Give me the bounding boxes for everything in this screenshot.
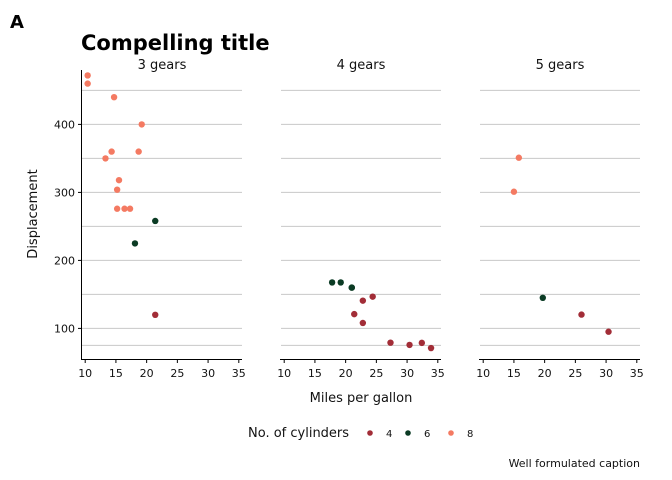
facet-panel: 5 gears 10 15 20 25 30 35 <box>476 58 644 380</box>
data-point-cyl-4 <box>406 341 413 349</box>
data-point-cyl-8 <box>110 94 118 101</box>
data-point-cyl-4 <box>578 311 585 318</box>
figure-tag: A <box>10 12 24 33</box>
x-tick-label: 35 <box>431 367 445 380</box>
x-tick-label: 35 <box>630 367 644 380</box>
data-point-cyl-8 <box>135 148 142 155</box>
data-point-cyl-4 <box>359 319 367 327</box>
data-point-cyl-6 <box>131 240 139 247</box>
facet-strip-label: 3 gears <box>138 58 187 73</box>
y-tick-label: 400 <box>54 118 75 131</box>
data-point-cyl-4 <box>359 297 367 304</box>
data-point-cyl-4 <box>369 293 376 300</box>
data-point-cyl-4 <box>427 344 435 352</box>
data-point-cyl-8 <box>84 80 91 87</box>
x-tick-label: 10 <box>277 367 291 380</box>
data-point-cyl-8 <box>108 148 115 155</box>
data-point-cyl-8 <box>113 186 121 193</box>
x-tick-label: 10 <box>476 367 490 380</box>
data-point-cyl-4 <box>351 310 358 318</box>
x-axis-title: Miles per gallon <box>310 391 413 406</box>
data-point-cyl-8 <box>84 72 91 79</box>
facet-strip-label: 5 gears <box>536 58 585 73</box>
legend-key-8 <box>448 430 454 436</box>
x-tick-label: 10 <box>78 367 92 380</box>
x-tick-label: 15 <box>109 367 123 380</box>
data-point-cyl-6 <box>328 279 336 286</box>
data-point-cyl-8 <box>102 155 109 162</box>
data-point-cyl-8 <box>113 205 121 212</box>
facet-strip-label: 4 gears <box>337 58 386 73</box>
facet-panel: 3 gears 10 15 20 25 30 35 100 200 300 400 <box>54 58 246 380</box>
y-tick-label: 300 <box>54 186 75 199</box>
y-tick-label: 200 <box>54 254 75 267</box>
facet-panels: 3 gears 10 15 20 25 30 35 100 200 300 400 4 gears 10… <box>54 58 644 380</box>
data-point-cyl-8 <box>126 205 134 212</box>
y-axis-title: Displacement <box>26 169 41 258</box>
data-point-cyl-4 <box>605 328 612 335</box>
data-point-cyl-4 <box>387 339 394 346</box>
legend-title: No. of cylinders <box>248 426 349 441</box>
legend-label: 8 <box>467 429 473 440</box>
data-point-cyl-8 <box>510 188 518 195</box>
legend-key-4 <box>367 430 373 436</box>
x-tick-label: 15 <box>308 367 322 380</box>
chart-title: Compelling title <box>81 31 270 55</box>
legend-label: 4 <box>386 429 392 440</box>
x-tick-label: 25 <box>568 367 582 380</box>
data-point-cyl-4 <box>152 311 159 318</box>
data-point-cyl-8 <box>115 176 123 184</box>
data-point-cyl-8 <box>121 205 128 212</box>
data-point-cyl-6 <box>152 217 159 225</box>
data-point-cyl-6 <box>337 279 344 286</box>
x-tick-label: 20 <box>339 367 353 380</box>
x-tick-label: 30 <box>201 367 215 380</box>
data-point-cyl-4 <box>418 339 426 347</box>
x-tick-label: 30 <box>599 367 613 380</box>
x-tick-label: 20 <box>140 367 154 380</box>
data-point-cyl-6 <box>539 294 546 301</box>
x-tick-label: 25 <box>170 367 184 380</box>
legend: No. of cylinders 4 6 8 <box>248 426 473 441</box>
x-tick-label: 35 <box>232 367 246 380</box>
y-tick-label: 100 <box>54 322 75 335</box>
facet-panel: 4 gears 10 15 20 25 30 35 <box>277 58 445 380</box>
legend-label: 6 <box>424 429 430 440</box>
x-tick-label: 15 <box>507 367 521 380</box>
chart-caption: Well formulated caption <box>509 457 640 470</box>
data-point-cyl-8 <box>515 154 523 161</box>
data-point-cyl-8 <box>138 121 145 128</box>
x-tick-label: 25 <box>369 367 383 380</box>
x-tick-label: 30 <box>400 367 414 380</box>
legend-key-6 <box>405 430 411 436</box>
data-point-cyl-6 <box>348 284 355 291</box>
x-tick-label: 20 <box>538 367 552 380</box>
